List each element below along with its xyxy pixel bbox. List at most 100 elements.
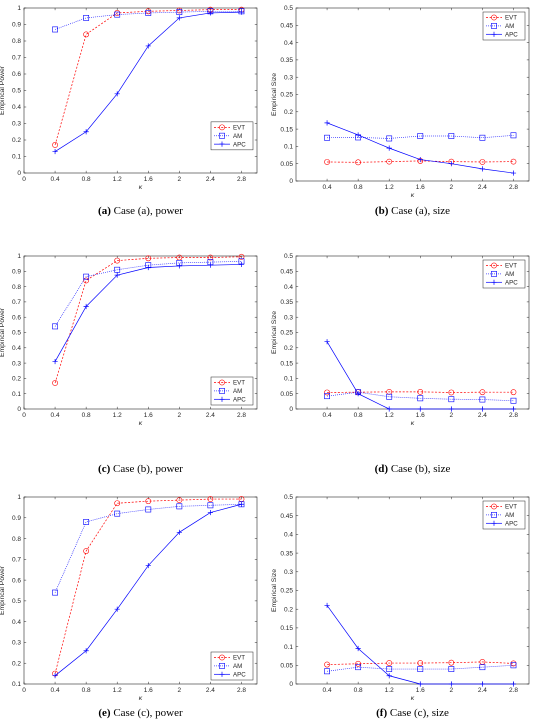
y-tick-label: 0 — [289, 178, 293, 185]
x-axis-label: κ — [411, 695, 415, 702]
y-tick-label: 0.5 — [12, 330, 21, 337]
y-tick-label: 1 — [17, 5, 21, 12]
y-tick-label: 0.4 — [12, 104, 21, 111]
data-point-am — [479, 664, 486, 671]
legend-marker — [219, 387, 225, 394]
caption-text: Case (b), power — [110, 463, 183, 475]
x-tick-label: 2.4 — [206, 412, 215, 419]
data-point-apc — [324, 602, 330, 609]
data-point-am — [479, 134, 486, 141]
series-evt — [324, 158, 517, 166]
data-point-apc — [355, 391, 361, 397]
x-tick-label: 0.4 — [51, 687, 60, 694]
data-point-am — [145, 506, 152, 513]
data-point-apc — [83, 303, 89, 310]
data-point-am — [114, 510, 121, 517]
x-tick-label: 0.8 — [354, 184, 363, 191]
x-tick-label: 1.6 — [144, 412, 153, 419]
series-am — [324, 662, 517, 675]
y-axis-label: Empirical Size — [271, 73, 278, 116]
x-tick-label: 1.2 — [385, 687, 394, 694]
data-point-evt — [324, 159, 330, 165]
y-tick-label: 0.7 — [12, 299, 21, 306]
data-point-am — [324, 668, 330, 675]
x-tick-label: 2.8 — [237, 176, 246, 183]
x-tick-label: 2 — [450, 184, 454, 191]
y-tick-label: 0.1 — [284, 144, 293, 151]
data-point-evt — [176, 497, 183, 504]
series-evt — [52, 253, 245, 386]
series-line-evt — [327, 661, 514, 665]
x-tick-label: 1.6 — [416, 412, 425, 419]
y-tick-label: 0 — [17, 406, 21, 413]
data-point-am — [479, 396, 486, 403]
legend-label: AM — [505, 512, 514, 519]
data-point-am — [386, 666, 393, 672]
legend-label: EVT — [505, 15, 517, 22]
series-apc — [52, 9, 245, 155]
data-point-evt — [52, 380, 58, 386]
series-line-evt — [54, 256, 242, 384]
data-point-evt — [207, 254, 214, 261]
data-point-apc — [145, 562, 151, 569]
y-tick-label: 0.2 — [284, 109, 293, 116]
series-line-apc — [54, 264, 242, 362]
y-tick-label: 0.5 — [284, 5, 293, 12]
y-tick-label: 0.15 — [280, 126, 293, 133]
legend-marker — [219, 396, 225, 402]
data-point-apc — [145, 43, 151, 49]
series-line-apc — [326, 605, 514, 685]
y-tick-label: 0.45 — [280, 513, 293, 520]
y-tick-label: 0 — [289, 681, 293, 688]
data-point-evt — [83, 548, 90, 554]
y-tick-label: 0.2 — [12, 137, 21, 144]
data-point-apc — [238, 261, 245, 268]
x-tick-label: 1.6 — [144, 176, 153, 183]
x-tick-label: 0.4 — [323, 687, 332, 694]
x-tick-label: 0 — [22, 176, 26, 183]
data-point-evt — [417, 388, 424, 395]
y-tick-label: 0.4 — [284, 532, 293, 539]
x-tick-label: 2.8 — [509, 687, 518, 694]
data-point-am — [448, 666, 455, 672]
y-tick-label: 0.35 — [280, 299, 293, 306]
y-tick-label: 0.3 — [284, 74, 293, 81]
y-tick-label: 0.7 — [12, 557, 21, 564]
legend-label: EVT — [505, 263, 517, 270]
data-point-apc — [207, 262, 213, 268]
x-axis-label: κ — [139, 695, 143, 702]
legend-label: AM — [233, 133, 242, 140]
data-point-am — [83, 273, 90, 280]
data-point-evt — [324, 389, 330, 396]
legend-label: EVT — [233, 655, 245, 662]
y-tick-label: 0.1 — [12, 681, 21, 688]
y-tick-label: 0.4 — [12, 345, 21, 352]
data-point-apc — [479, 681, 485, 687]
series-line-apc — [54, 503, 242, 676]
caption-text: Case (b), size — [388, 463, 450, 475]
data-point-evt — [448, 389, 455, 396]
series-apc — [324, 339, 517, 412]
legend-marker — [219, 379, 225, 386]
data-point-apc — [83, 129, 89, 135]
legend-marker — [219, 124, 225, 131]
data-point-apc — [52, 148, 58, 155]
data-point-apc — [114, 91, 120, 97]
data-point-evt — [145, 498, 152, 505]
y-tick-label: 0.3 — [284, 569, 293, 576]
data-point-evt — [355, 660, 362, 667]
series-am — [52, 8, 245, 33]
data-point-am — [417, 666, 424, 672]
series-line-evt — [54, 9, 242, 146]
y-tick-label: 0.15 — [280, 625, 293, 632]
y-tick-label: 0.4 — [284, 284, 293, 291]
legend-label: EVT — [505, 504, 517, 511]
y-axis-label: Empirical Power — [0, 565, 6, 615]
legend-marker — [219, 671, 225, 677]
legend-box — [210, 121, 254, 151]
chart-b-power: 0 0.4 0.8 1.2 1.6 2 2.4 2.8 0 0.1 0.2 0.3 0.4 0.5 0.6 0… — [0, 253, 258, 475]
y-tick-label: 0.3 — [284, 314, 293, 321]
series-line-am — [54, 503, 242, 593]
y-tick-label: 0.6 — [12, 577, 21, 584]
